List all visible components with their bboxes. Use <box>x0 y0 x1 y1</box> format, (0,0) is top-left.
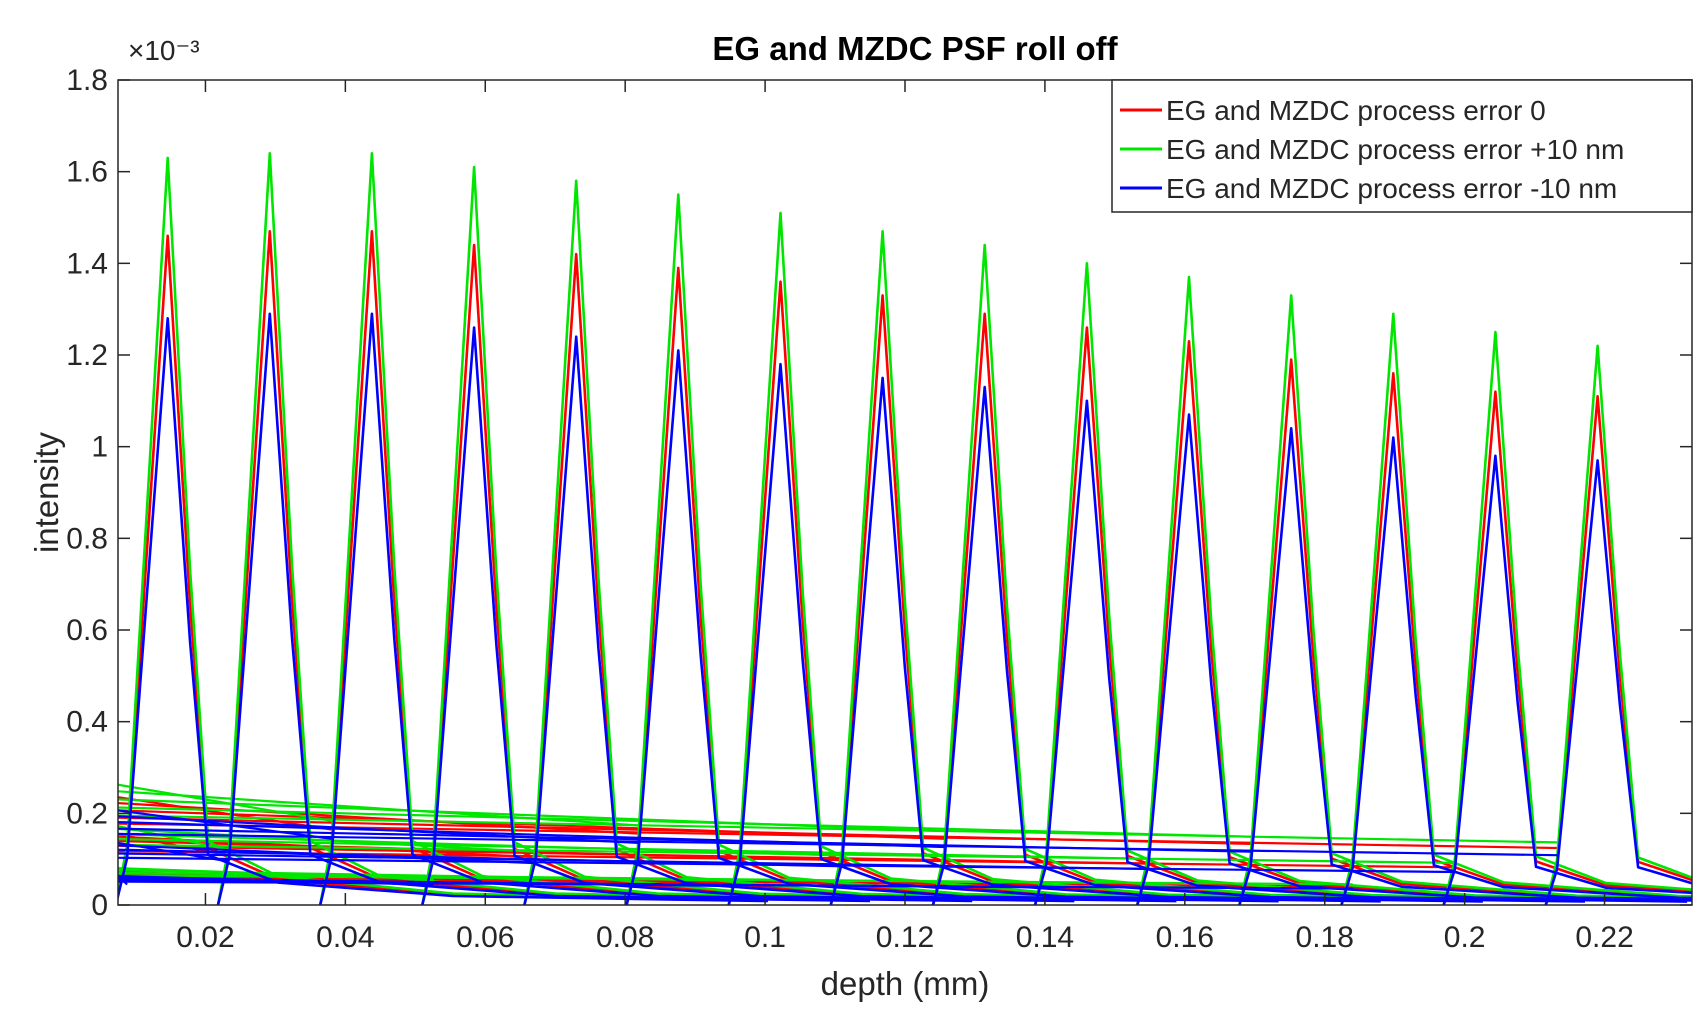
series-1 <box>118 152 1692 905</box>
psf-peak-line <box>1136 275 1692 905</box>
x-tick-label: 0.2 <box>1444 921 1486 954</box>
y-tick-label: 0.8 <box>66 522 108 555</box>
psf-peak-line <box>1340 312 1692 905</box>
legend-entry-label: EG and MZDC process error 0 <box>1166 95 1546 126</box>
psf-sidelobe-line <box>118 843 1455 864</box>
y-tick-label: 0.2 <box>66 797 108 830</box>
legend-box <box>1111 79 1693 213</box>
ticks-layer: 0.02 0.04 0.06 0.08 0.1 0.12 0.14 0.16 0.18 0.2 0.… <box>66 64 1692 954</box>
x-tick-label: 0.16 <box>1156 921 1214 954</box>
x-axis-label: depth (mm) <box>821 965 990 1002</box>
x-tick-label: 0.02 <box>176 921 234 954</box>
x-tick-label: 0.18 <box>1296 921 1354 954</box>
chart-title: EG and MZDC PSF roll off <box>712 30 1118 67</box>
legend-entry-label: EG and MZDC process error -10 nm <box>1166 173 1617 204</box>
x-tick-label: 0.12 <box>876 921 934 954</box>
psf-sidelobe-line <box>118 856 1455 874</box>
psf-peak-line <box>1442 454 1692 905</box>
y-tick-label: 1 <box>91 431 108 464</box>
psf-peak-line <box>1544 459 1692 905</box>
x-tick-label: 0.22 <box>1575 921 1633 954</box>
psf-peak-line <box>1442 330 1692 905</box>
psf-sidelobe-line <box>118 880 1353 890</box>
series-layer <box>118 152 1692 905</box>
legend-entry-label: EG and MZDC process error +10 nm <box>1166 134 1624 165</box>
y-tick-label: 1.8 <box>66 64 108 97</box>
y-axis-label: intensity <box>28 431 65 553</box>
psf-peak-line <box>1340 436 1692 905</box>
x-tick-label: 0.04 <box>316 921 374 954</box>
x-tick-label: 0.14 <box>1016 921 1074 954</box>
psf-peak-line <box>1136 413 1692 905</box>
y-tick-label: 1.2 <box>66 339 108 372</box>
psf-peak-line <box>1544 344 1692 905</box>
y-tick-label: 0.6 <box>66 614 108 647</box>
y-axis-exponent: ×10⁻³ <box>128 35 200 66</box>
psf-sidelobe-line <box>118 814 1558 844</box>
x-tick-label: 0.08 <box>596 921 654 954</box>
y-tick-label: 0.4 <box>66 706 108 739</box>
y-tick-label: 1.6 <box>66 156 108 189</box>
x-tick-label: 0.06 <box>456 921 514 954</box>
y-tick-label: 0 <box>91 889 108 922</box>
x-tick-label: 0.1 <box>744 921 786 954</box>
plot-area <box>118 80 1692 905</box>
series-2 <box>118 312 1692 905</box>
legend: EG and MZDC process error 0 EG and MZDC p… <box>1111 79 1693 213</box>
psf-sidelobe-line <box>118 832 1558 857</box>
y-tick-label: 1.4 <box>66 247 108 280</box>
